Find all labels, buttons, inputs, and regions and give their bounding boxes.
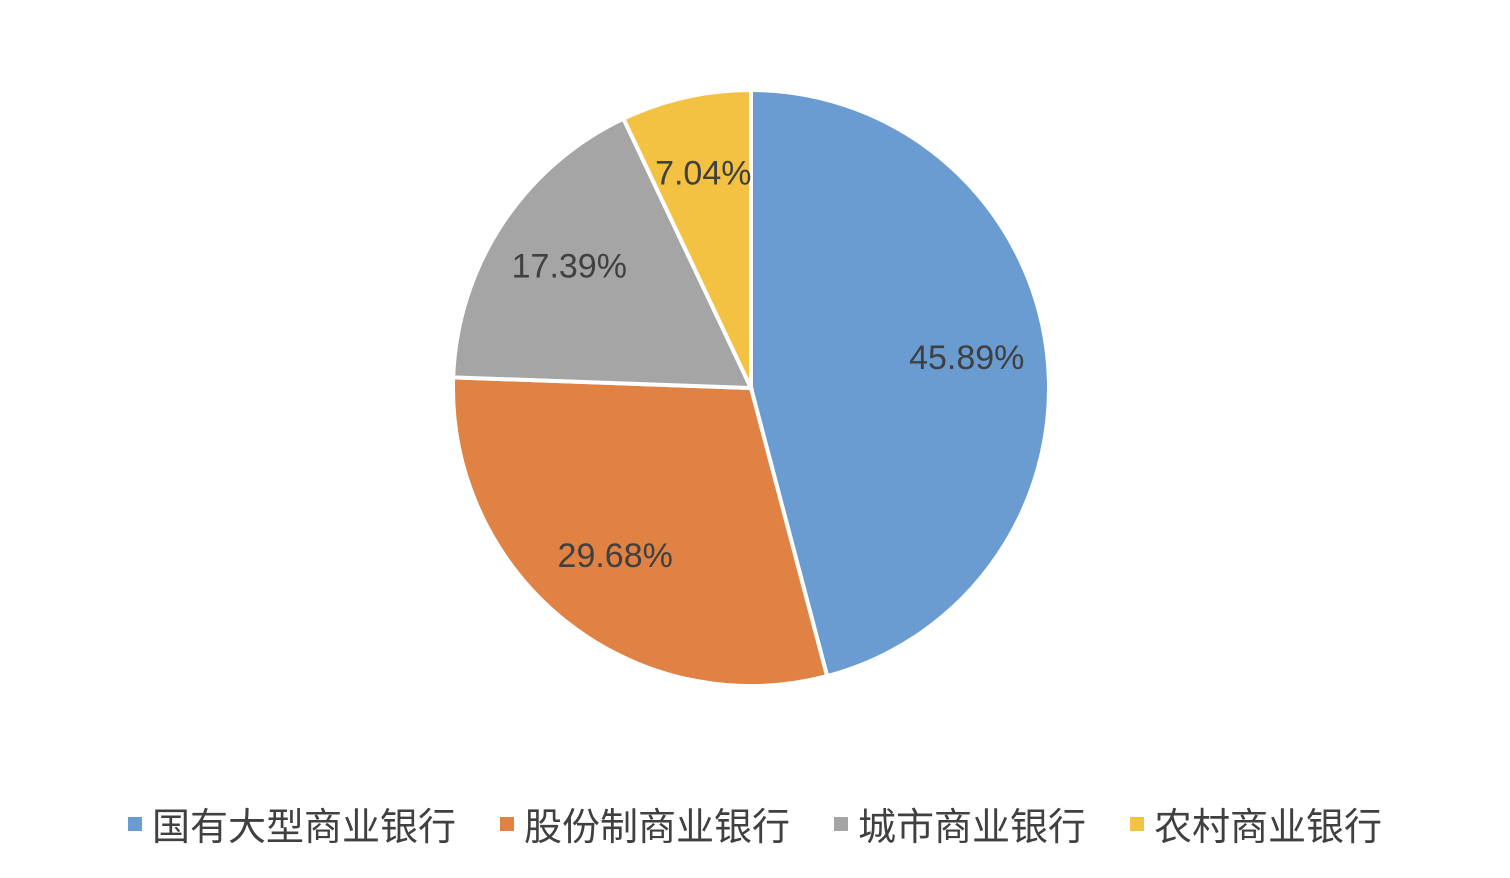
data-label: 45.89% bbox=[909, 339, 1024, 377]
legend-item: 城市商业银行 bbox=[834, 796, 1086, 851]
legend-label: 城市商业银行 bbox=[858, 807, 1087, 849]
data-label: 17.39% bbox=[512, 247, 627, 285]
legend-label: 股份制商业银行 bbox=[523, 807, 790, 849]
data-label: 7.04% bbox=[655, 155, 751, 193]
legend-item: 股份制商业银行 bbox=[499, 796, 790, 851]
legend-item: 农村商业银行 bbox=[1130, 796, 1382, 851]
chart: 45.89% 29.68% 17.39% 7.04% bbox=[451, 87, 1051, 688]
legend-label: 国有大型商业银行 bbox=[151, 807, 456, 849]
legend: 国有大型商业银行 股份制商业银行 城市商业银行 农村商业银行 bbox=[0, 796, 1510, 851]
legend-swatch bbox=[1130, 816, 1145, 831]
data-label: 29.68% bbox=[558, 537, 673, 575]
legend-item: 国有大型商业银行 bbox=[127, 796, 456, 851]
pie-slice bbox=[451, 116, 755, 391]
legend-swatch bbox=[499, 816, 514, 831]
pie-slice bbox=[451, 375, 830, 688]
pie-slice bbox=[749, 87, 1051, 679]
pie-slice bbox=[620, 87, 753, 389]
legend-label: 农村商业银行 bbox=[1154, 807, 1383, 849]
legend-swatch bbox=[127, 816, 142, 831]
legend-swatch bbox=[834, 816, 848, 831]
